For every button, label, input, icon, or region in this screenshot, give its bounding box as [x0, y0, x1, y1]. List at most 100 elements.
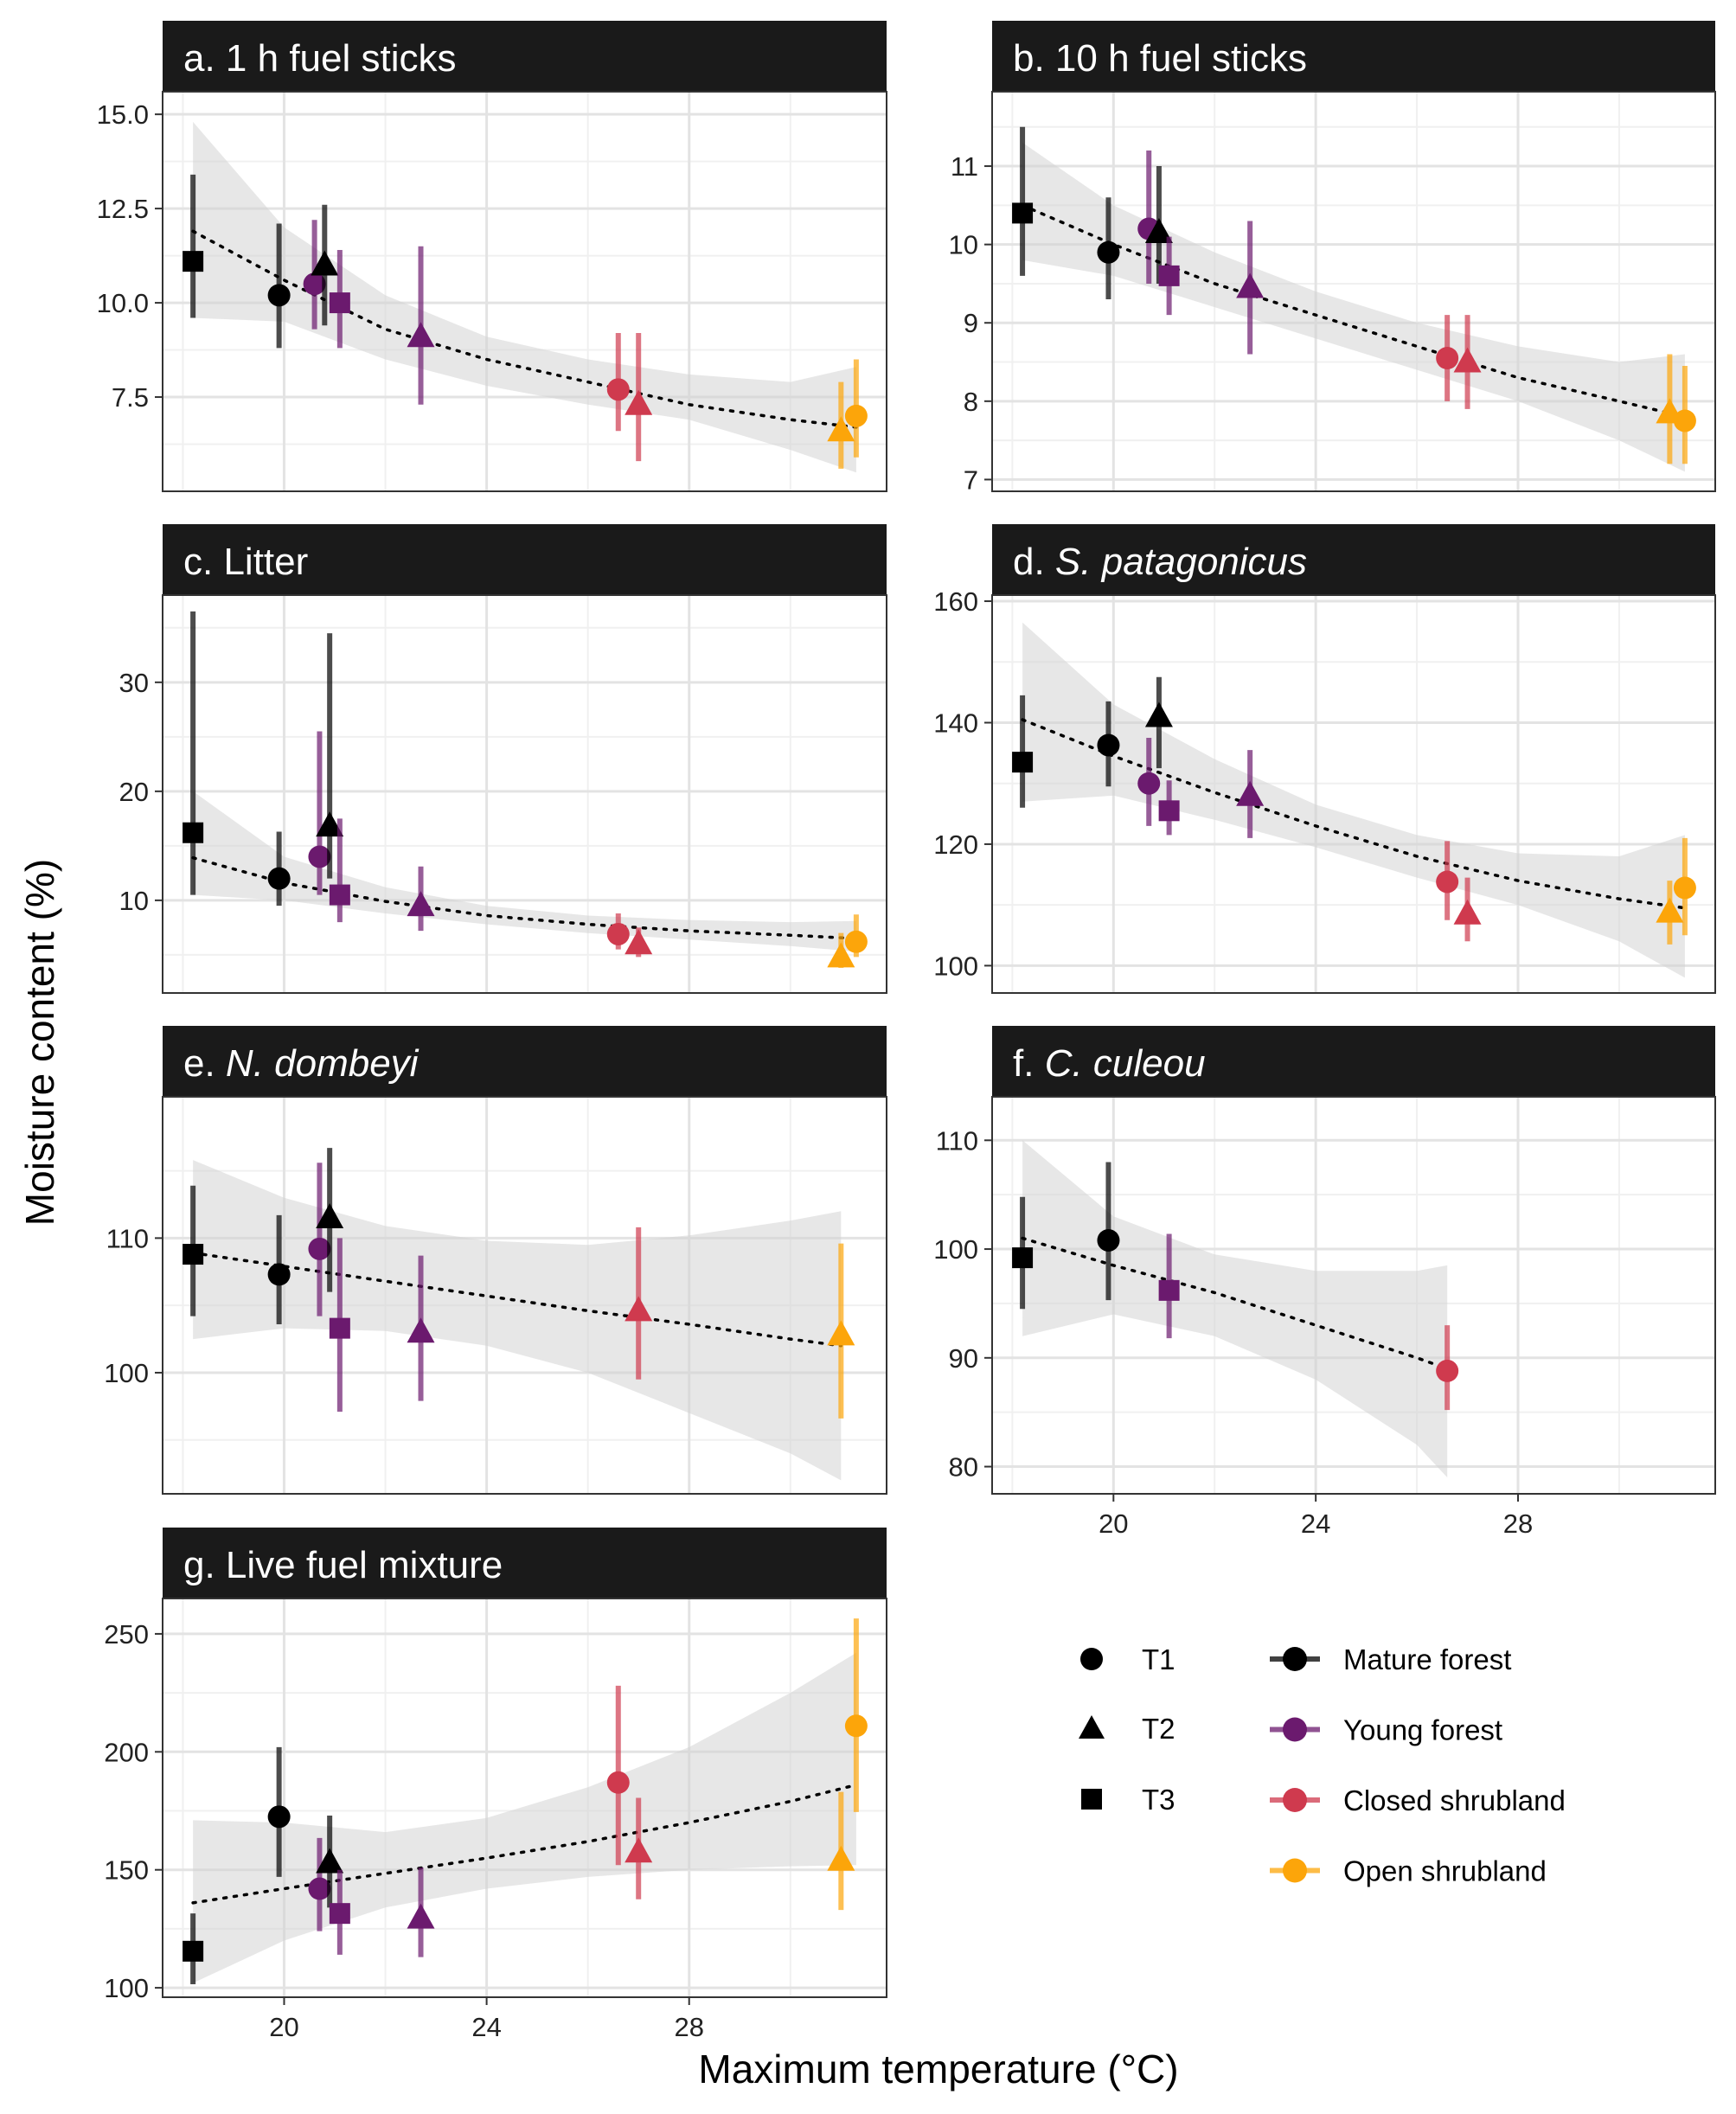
point-closed-shrubland-t2	[625, 332, 653, 462]
y-tick-label: 80	[949, 1452, 978, 1483]
y-tick-label: 100	[104, 1358, 149, 1388]
plot-area	[183, 121, 868, 473]
x-tick-label: 24	[471, 2012, 501, 2042]
point-mature-forest-t2	[316, 1148, 344, 1292]
point-marker-triangle	[1144, 701, 1173, 727]
point-marker-triangle	[311, 250, 339, 276]
point-marker-square	[183, 1244, 204, 1265]
panel-title: d. S. patagonicus	[1013, 541, 1307, 583]
point-mature-forest-t1	[267, 831, 291, 906]
x-tick-label: 20	[269, 2012, 298, 2042]
point-marker-triangle	[827, 1845, 855, 1871]
point-mature-forest-t3	[183, 174, 204, 318]
confidence-band	[193, 121, 856, 473]
point-young-forest-t3	[329, 250, 350, 349]
point-mature-forest-t3	[183, 1185, 204, 1316]
confidence-band	[1022, 622, 1685, 978]
legend-key-dot	[1283, 1858, 1307, 1883]
point-marker-circle	[844, 404, 868, 427]
point-marker-triangle	[1236, 272, 1265, 298]
point-closed-shrubland-t1	[606, 913, 630, 950]
x-axis: 20 24 28	[269, 1997, 704, 2042]
legend-key-square	[1081, 1789, 1102, 1810]
point-mature-forest-t1	[267, 1746, 291, 1877]
legend-label-t3: T3	[1142, 1784, 1175, 1816]
point-mature-forest-t2	[311, 204, 339, 326]
y-tick-label: 12.5	[97, 194, 149, 224]
point-marker-triangle	[827, 416, 855, 442]
panel-title-prefix: d.	[1013, 541, 1055, 583]
strip-background	[163, 1528, 887, 1598]
panel-1-h-fuel-sticks: a. 1 h fuel sticks 7.5 10.0 12.5 15.0	[97, 21, 887, 492]
y-axis-title: Moisture content (%)	[17, 859, 62, 1226]
panel-title: c. Litter	[183, 541, 308, 583]
panel-title-text: 1 h fuel sticks	[226, 37, 457, 80]
panel-live-fuel-mixture: g. Live fuel mixture 100 150 200 250 20 24 28	[104, 1528, 887, 2042]
point-marker-triangle	[407, 1903, 435, 1929]
y-tick-label: 10.0	[97, 288, 149, 318]
point-closed-shrubland-t2	[625, 927, 653, 958]
point-mature-forest-t1	[1097, 1162, 1120, 1301]
y-tick-label: 30	[119, 668, 149, 698]
panel-border	[162, 1096, 887, 1495]
point-open-shrubland-t2	[827, 1243, 855, 1419]
point-closed-shrubland-t2	[625, 1227, 653, 1380]
legend-item-t2: T2	[1079, 1713, 1175, 1745]
y-tick-label: 7.5	[112, 382, 149, 413]
point-marker-circle	[308, 845, 331, 868]
point-young-forest-t2	[407, 866, 435, 932]
panel-title-text: S. patagonicus	[1055, 541, 1307, 583]
point-mature-forest-t3	[1012, 1196, 1034, 1310]
legend-label-mature-forest: Mature forest	[1343, 1643, 1511, 1675]
point-marker-circle	[267, 284, 291, 307]
point-closed-shrubland-t2	[1453, 877, 1482, 942]
point-open-shrubland-t1	[1673, 366, 1696, 464]
point-mature-forest-t3	[1012, 695, 1034, 808]
point-marker-circle	[606, 378, 630, 401]
point-marker-circle	[1673, 876, 1696, 900]
strip-background	[992, 21, 1715, 92]
point-open-shrubland-t2	[827, 381, 855, 469]
plot-area	[183, 611, 868, 969]
point-marker-circle	[308, 1237, 331, 1260]
point-marker-square	[329, 1903, 350, 1925]
y-axis: 80 90 100 110	[933, 1125, 992, 1483]
point-mature-forest-t3	[183, 611, 204, 895]
point-marker-square	[1158, 265, 1180, 286]
fit-line	[1021, 203, 1687, 419]
point-marker-circle	[267, 1263, 291, 1286]
point-marker-circle	[1436, 347, 1459, 369]
y-axis: 100 120 140 160	[933, 586, 992, 981]
point-mature-forest-t2	[1144, 676, 1173, 769]
panel-border	[991, 1096, 1716, 1495]
point-marker-triangle	[316, 1848, 344, 1874]
y-axis: 100 110	[104, 1223, 163, 1388]
point-open-shrubland-t1	[844, 359, 868, 458]
y-tick-label: 110	[936, 1125, 978, 1156]
point-marker-square	[1012, 752, 1034, 773]
point-marker-square	[1158, 800, 1180, 822]
point-mature-forest-t1	[1097, 701, 1120, 787]
point-marker-triangle	[407, 322, 435, 348]
point-young-forest-t1	[1137, 738, 1161, 826]
habitat-legend: Mature forest Young forest Closed shrublan…	[1270, 1643, 1566, 1887]
shape-legend: T1 T2 T3	[1079, 1643, 1175, 1816]
y-tick-label: 100	[933, 1234, 978, 1265]
gridlines	[992, 1097, 1715, 1494]
point-young-forest-t2	[407, 1867, 435, 1957]
point-marker-circle	[267, 1805, 291, 1829]
confidence-band	[1022, 142, 1685, 472]
panel-c-culeou: f. C. culeou 80 90 100 110 20 24 28	[933, 1026, 1716, 1539]
y-tick-label: 200	[104, 1737, 149, 1767]
legend-item-open-shrubland: Open shrubland	[1270, 1855, 1547, 1887]
legend-key-triangle	[1079, 1715, 1105, 1739]
panel-litter: c. Litter 10 20 30	[119, 524, 887, 994]
point-open-shrubland-t1	[844, 914, 868, 958]
legend-item-closed-shrubland: Closed shrubland	[1270, 1784, 1566, 1816]
point-marker-circle	[1436, 870, 1459, 894]
fit-line	[1021, 718, 1687, 910]
fit-line	[191, 229, 858, 429]
point-young-forest-t1	[308, 1163, 331, 1316]
panel-title: b. 10 h fuel sticks	[1013, 37, 1307, 80]
